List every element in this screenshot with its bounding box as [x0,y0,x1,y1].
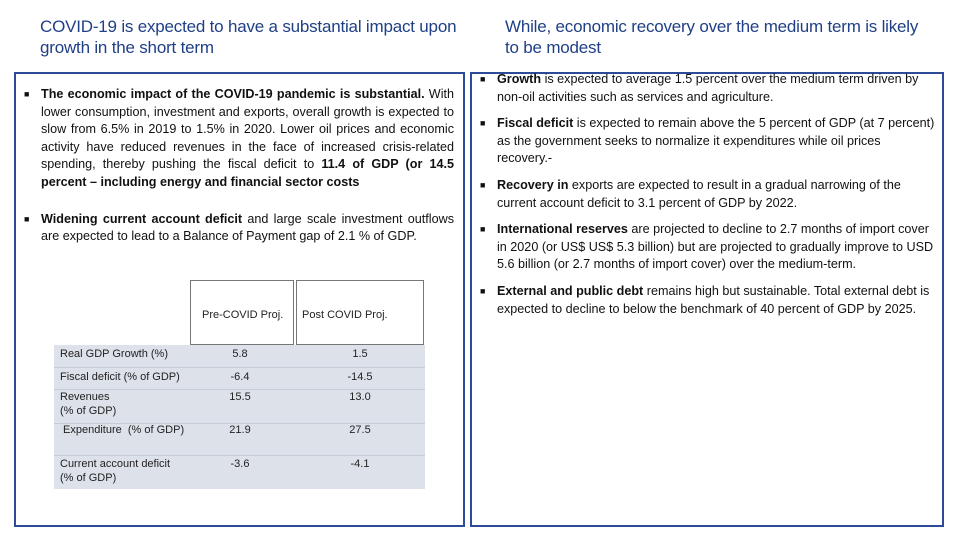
header-pre-covid: Pre-COVID Proj. [202,309,284,321]
left-bullet-impact: ■ The economic impact of the COVID-19 pa… [24,86,454,192]
row-label-line: Revenues [60,391,110,403]
row-label-line: Current account deficit [60,458,171,470]
bullet-bold: The economic impact of the COVID-19 pand… [41,87,425,101]
cell-gdp-pre: 5.8 [232,348,248,360]
cell-current-account-post: -4.1 [350,458,370,470]
right-bullet-growth: ■ Growth is expected to average 1.5 perc… [480,71,935,106]
table-header-post [296,280,424,345]
bullet-bold: Widening current account deficit [41,211,243,226]
right-bullet-debt: ■ External and public debt remains high … [480,283,935,318]
left-bullet-list: ■ The economic impact of the COVID-19 pa… [24,86,454,246]
bullet-bold: Recovery in [497,177,569,192]
right-bullet-reserves: ■ International reserves are projected t… [480,221,935,274]
left-bullet-current-account: ■ Widening current account deficit and l… [24,211,454,246]
square-bullet-icon: ■ [24,213,30,224]
bullet-bold: Fiscal deficit [497,116,574,131]
bullet-text: With lower consumption, investment and e… [41,87,454,172]
right-bullet-fiscal: ■ Fiscal deficit is expected to remain a… [480,115,935,168]
header-post-covid: Post COVID Proj. [302,309,388,321]
table-row [54,455,425,489]
square-bullet-icon: ■ [480,74,486,84]
row-label-current-account: Current account deficit (% of GDP) [60,458,170,485]
row-label-revenues: Revenues (% of GDP) [60,391,116,418]
cell-gdp-post: 1.5 [352,348,368,360]
bullet-bold: Growth [497,72,542,86]
square-bullet-icon: ■ [24,89,30,99]
row-label-line: (% of GDP) [60,471,117,484]
cell-fiscal-post: -14.5 [347,371,373,383]
bullet-text: remains high but sustainable. Total exte… [497,283,930,316]
square-bullet-icon: ■ [480,118,486,129]
cell-revenues-post: 13.0 [349,391,371,403]
right-bullet-list: ■ Growth is expected to average 1.5 perc… [480,71,935,318]
bullet-text: are projected to decline to 2.7 months o… [497,222,934,272]
table-row [54,389,425,423]
square-bullet-icon: ■ [480,179,486,190]
bullet-text: exports are expected to result in a grad… [497,177,901,210]
right-panel [470,72,944,527]
left-heading: COVID-19 is expected to have a substanti… [40,17,457,57]
bullet-bold-2: 11.4 of GDP (or 14.5 percent – including… [41,157,454,189]
cell-current-account-pre: -3.6 [230,458,250,470]
left-panel [14,72,465,527]
table-header-pre [190,280,294,345]
cell-expenditure-post: 27.5 [349,424,371,436]
table-row [54,345,425,367]
bullet-text: and large scale investment outflows are … [41,211,454,244]
row-label-fiscal: Fiscal deficit (% of GDP) [60,371,180,383]
row-divider [54,389,425,390]
right-heading: While, economic recovery over the medium… [505,17,919,57]
cell-fiscal-pre: -6.4 [230,371,250,383]
square-bullet-icon: ■ [480,285,486,296]
square-bullet-icon: ■ [480,224,486,235]
row-label-expenditure: Expenditure (% of GDP) [60,424,185,436]
row-divider [54,367,425,368]
cell-revenues-pre: 15.5 [229,391,251,403]
bullet-bold: International reserves [497,222,628,237]
row-divider [54,423,425,424]
table-row [54,423,425,455]
cell-expenditure-pre: 21.9 [229,424,251,436]
bullet-bold: External and public debt [497,283,644,298]
bullet-text: is expected to average 1.5 percent over … [497,72,919,104]
bullet-text: is expected to remain above the 5 percen… [497,116,935,166]
row-divider [54,455,425,456]
row-label-line: (% of GDP) [60,404,117,417]
row-label-gdp: Real GDP Growth (%) [60,348,168,360]
table-row [54,367,425,389]
right-bullet-exports: ■ Recovery in exports are expected to re… [480,177,935,212]
